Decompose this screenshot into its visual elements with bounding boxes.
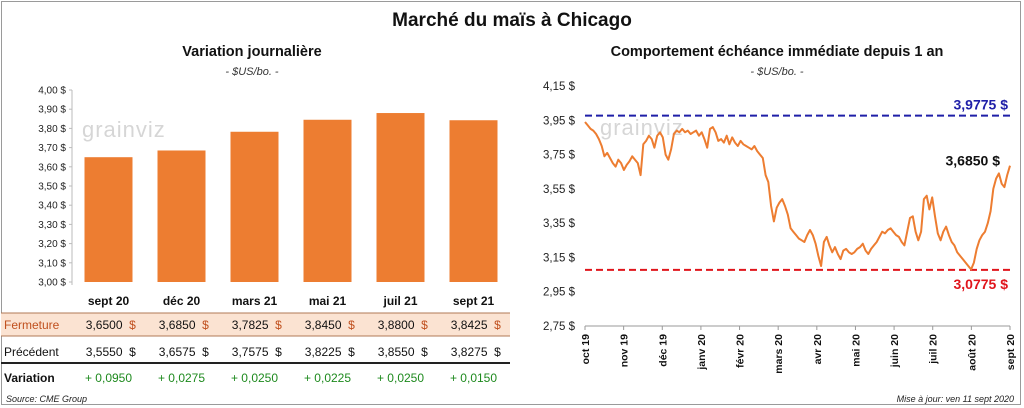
right-x-tick-label: mars 20 [773, 334, 785, 374]
left-chart-title: Variation journalière [182, 44, 322, 60]
bar-5 [449, 120, 498, 283]
table-cell-currency: $ [129, 345, 136, 359]
right-y-tick-label: 4,15 $ [543, 81, 576, 93]
right-y-tick-label: 3,75 $ [543, 150, 576, 162]
right-x-tick-label: juil 20 [928, 334, 940, 365]
page-title: Marché du maïs à Chicago [392, 10, 632, 31]
table-cell-currency: $ [129, 318, 136, 332]
watermark-left: grainviz [82, 117, 166, 142]
right-y-tick-label: 2,95 $ [543, 287, 576, 299]
table-cell: 3,8225 [305, 345, 342, 359]
left-y-tick-label: 3,50 $ [38, 182, 66, 193]
right-x-tick-label: janv 20 [696, 334, 708, 371]
table-cell-currency: $ [202, 345, 209, 359]
table-cell: 3,6575 [159, 345, 196, 359]
left-y-tick-label: 3,90 $ [38, 105, 66, 116]
table-cell: + 0,0275 [158, 371, 205, 385]
table-cell-currency: $ [348, 318, 355, 332]
max-value-label: 3,9775 $ [954, 97, 1009, 113]
bar-0 [84, 157, 133, 282]
table-cell: 3,7825 [232, 318, 269, 332]
table-cell: 3,6850 [159, 318, 196, 332]
left-chart-unit: - $US/bo. - [225, 66, 279, 78]
right-x-tick-label: oct 19 [580, 334, 592, 365]
table-cell: 3,8800 [378, 318, 415, 332]
table-cell: 3,8450 [305, 318, 342, 332]
bar-category-label: mai 21 [309, 294, 347, 308]
min-value-label: 3,0775 $ [954, 276, 1009, 292]
table-cell: 3,7575 [232, 345, 269, 359]
left-y-tick-label: 3,40 $ [38, 201, 66, 212]
table-cell: 3,8425 [451, 318, 488, 332]
table-cell-currency: $ [275, 345, 282, 359]
bar-4 [376, 113, 425, 282]
table-row-label: Variation [4, 371, 55, 385]
right-x-tick-label: févr 20 [735, 334, 747, 368]
right-x-tick-label: avr 20 [812, 334, 824, 365]
table-cell: 3,8550 [378, 345, 415, 359]
table-cell-currency: $ [202, 318, 209, 332]
left-y-tick-label: 3,20 $ [38, 239, 66, 250]
right-chart-title: Comportement échéance immédiate depuis 1… [610, 44, 944, 60]
table-cell: + 0,0950 [85, 371, 132, 385]
left-y-tick-label: 3,00 $ [38, 278, 66, 289]
bar-3 [303, 119, 352, 282]
right-y-tick-label: 3,55 $ [543, 184, 576, 196]
last-value-label: 3,6850 $ [946, 153, 1001, 169]
table-row-label: Fermeture [4, 318, 60, 332]
table-cell: + 0,0250 [231, 371, 278, 385]
watermark-right: grainviz [600, 115, 684, 140]
update-note: Mise à jour: ven 11 sept 2020 [896, 394, 1014, 404]
left-y-tick-label: 3,10 $ [38, 258, 66, 269]
left-y-tick-label: 3,70 $ [38, 143, 66, 154]
table-cell: 3,5550 [86, 345, 123, 359]
source-note: Source: CME Group [6, 394, 88, 404]
right-chart-unit: - $US/bo. - [750, 66, 804, 78]
right-y-tick-label: 3,95 $ [543, 115, 576, 127]
right-x-tick-label: août 20 [966, 334, 978, 371]
table-cell-currency: $ [494, 345, 501, 359]
table-cell: + 0,0250 [377, 371, 424, 385]
table-cell: 3,8275 [451, 345, 488, 359]
right-y-tick-label: 3,15 $ [543, 252, 576, 264]
right-x-tick-label: juin 20 [889, 334, 901, 368]
right-x-tick-label: mai 20 [850, 334, 862, 367]
left-y-tick-label: 3,60 $ [38, 162, 66, 173]
bar-category-label: juil 21 [382, 294, 417, 308]
right-y-tick-label: 2,75 $ [543, 321, 576, 333]
right-x-tick-label: nov 19 [619, 334, 631, 367]
right-y-tick-label: 3,35 $ [543, 218, 576, 230]
right-x-tick-label: sept 20 [1005, 334, 1017, 370]
left-y-tick-label: 4,00 $ [38, 86, 66, 97]
table-cell-currency: $ [421, 318, 428, 332]
table-cell-currency: $ [421, 345, 428, 359]
bar-category-label: sept 20 [88, 294, 130, 308]
fermeture-row-bg [1, 313, 510, 336]
table-cell: + 0,0225 [304, 371, 351, 385]
left-y-tick-label: 3,80 $ [38, 124, 66, 135]
bar-1 [157, 150, 206, 282]
left-y-tick-label: 3,30 $ [38, 220, 66, 231]
table-cell-currency: $ [494, 318, 501, 332]
table-cell-currency: $ [275, 318, 282, 332]
bar-category-label: mars 21 [232, 294, 278, 308]
table-cell: + 0,0150 [450, 371, 497, 385]
bar-category-label: déc 20 [163, 294, 201, 308]
right-x-tick-label: déc 19 [657, 334, 669, 367]
table-row-label: Précédent [4, 345, 59, 359]
price-series-line [584, 121, 1011, 271]
bar-category-label: sept 21 [453, 294, 495, 308]
table-cell: 3,6500 [86, 318, 123, 332]
table-cell-currency: $ [348, 345, 355, 359]
bar-2 [230, 131, 279, 282]
